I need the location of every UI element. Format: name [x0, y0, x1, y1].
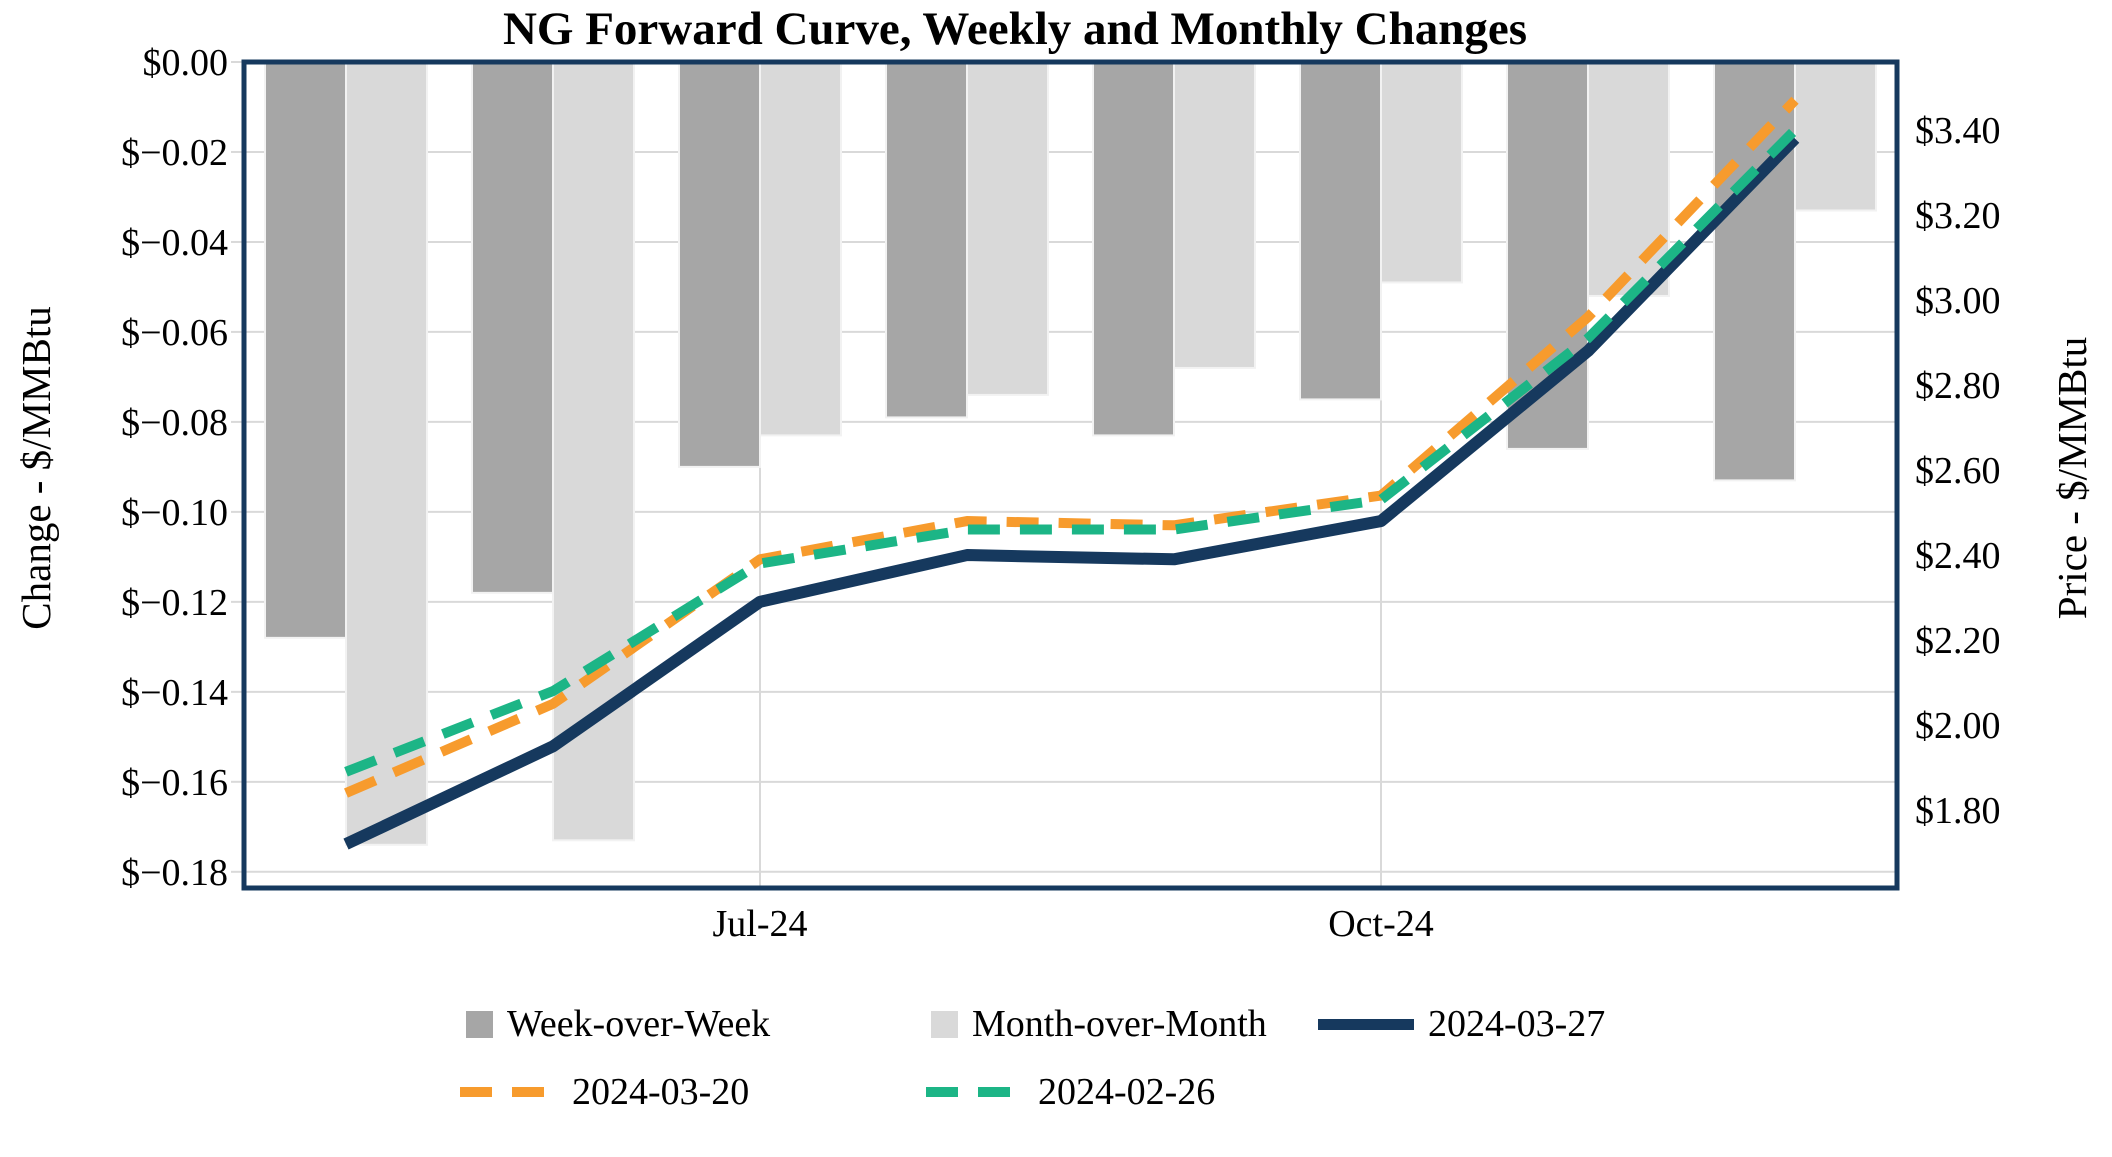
- legend-label: 2024-03-27: [1428, 1003, 1606, 1045]
- dashed-line-swatch-icon: [926, 1087, 1024, 1097]
- line-2024-03-20: [344, 96, 1799, 798]
- right-tick-label: $2.20: [1915, 620, 2001, 662]
- legend-item-month-over-month: Month-over-Month: [931, 1002, 1267, 1046]
- chart-title: NG Forward Curve, Weekly and Monthly Cha…: [502, 3, 1528, 55]
- bar-week-over-week: [471, 61, 554, 594]
- left-tick-label: $−0.18: [121, 852, 228, 894]
- week-over-week-swatch-icon: [466, 1010, 493, 1038]
- plot-border: [241, 59, 1900, 891]
- bar-month-over-month: [759, 61, 842, 437]
- left-tick-label: $−0.12: [121, 582, 228, 624]
- left-tick-label: $−0.16: [121, 762, 228, 804]
- solid-line-swatch-icon: [1318, 1018, 1414, 1030]
- right-tick-label: $3.00: [1915, 280, 2001, 322]
- bar-month-over-month: [1380, 61, 1463, 284]
- left-tick-label: $−0.02: [121, 132, 228, 174]
- bar-month-over-month: [552, 61, 635, 842]
- legend-label: 2024-02-26: [1038, 1071, 1216, 1113]
- bar-week-over-week: [1713, 61, 1796, 482]
- bar-month-over-month: [1587, 61, 1670, 297]
- bar-week-over-week: [1299, 61, 1382, 401]
- bar-month-over-month: [1794, 61, 1877, 212]
- legend-item-2024-03-27: 2024-03-27: [1318, 1002, 1605, 1046]
- x-tick-label: Jul-24: [712, 903, 808, 945]
- bar-week-over-week: [1092, 61, 1175, 437]
- left-tick-label: $−0.06: [121, 312, 228, 354]
- bar-month-over-month: [966, 61, 1049, 396]
- right-tick-label: $1.80: [1915, 790, 2001, 832]
- dashed-line-swatch-icon: [460, 1087, 558, 1097]
- left-axis-title: Change - $/MMBtu: [13, 306, 59, 630]
- legend-item-2024-03-20: 2024-03-20: [460, 1070, 749, 1114]
- legend-label: Month-over-Month: [972, 1003, 1267, 1045]
- left-tick-label: $−0.08: [121, 402, 228, 444]
- bar-week-over-week: [678, 61, 761, 468]
- left-tick-label: $0.00: [143, 42, 229, 84]
- bar-month-over-month: [345, 61, 428, 846]
- line-2024-03-27: [343, 134, 1800, 850]
- bar-week-over-week: [885, 61, 968, 419]
- legend-item-2024-02-26: 2024-02-26: [926, 1070, 1215, 1114]
- right-tick-label: $3.40: [1915, 110, 2001, 152]
- legend-label: 2024-03-20: [572, 1071, 750, 1113]
- legend-label: Week-over-Week: [507, 1003, 771, 1045]
- month-over-month-swatch-icon: [931, 1010, 958, 1038]
- right-tick-label: $2.00: [1915, 705, 2001, 747]
- legend-item-week-over-week: Week-over-Week: [466, 1002, 770, 1046]
- bar-week-over-week: [264, 61, 347, 639]
- right-tick-label: $2.80: [1915, 365, 2001, 407]
- left-tick-label: $−0.10: [121, 492, 228, 534]
- line-2024-02-26: [344, 126, 1799, 777]
- x-tick-label: Oct-24: [1328, 903, 1434, 945]
- right-axis-title: Price - $/MMBtu: [2049, 336, 2095, 620]
- right-tick-label: $3.20: [1915, 195, 2001, 237]
- bar-month-over-month: [1173, 61, 1256, 369]
- right-tick-label: $2.60: [1915, 450, 2001, 492]
- left-tick-label: $−0.04: [121, 222, 228, 264]
- left-tick-label: $−0.14: [121, 672, 228, 714]
- right-tick-label: $2.40: [1915, 535, 2001, 577]
